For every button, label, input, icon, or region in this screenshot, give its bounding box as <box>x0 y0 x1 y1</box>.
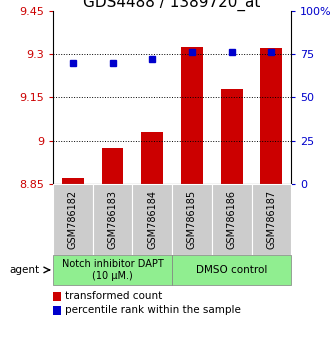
Text: transformed count: transformed count <box>65 291 162 301</box>
Bar <box>221 88 243 184</box>
Text: Notch inhibitor DAPT
(10 μM.): Notch inhibitor DAPT (10 μM.) <box>62 259 164 281</box>
Text: DMSO control: DMSO control <box>196 265 267 275</box>
Bar <box>141 132 163 184</box>
Bar <box>102 148 123 184</box>
Text: GSM786186: GSM786186 <box>227 190 237 249</box>
Text: GSM786184: GSM786184 <box>147 190 157 249</box>
Text: percentile rank within the sample: percentile rank within the sample <box>65 306 240 315</box>
Bar <box>62 178 84 184</box>
Text: agent: agent <box>10 265 40 275</box>
Title: GDS4488 / 1389720_at: GDS4488 / 1389720_at <box>83 0 261 11</box>
Text: GSM786182: GSM786182 <box>68 190 78 249</box>
Bar <box>181 47 203 184</box>
Bar <box>260 48 282 184</box>
Text: GSM786183: GSM786183 <box>108 190 118 249</box>
Text: GSM786185: GSM786185 <box>187 190 197 249</box>
Text: GSM786187: GSM786187 <box>266 190 276 249</box>
